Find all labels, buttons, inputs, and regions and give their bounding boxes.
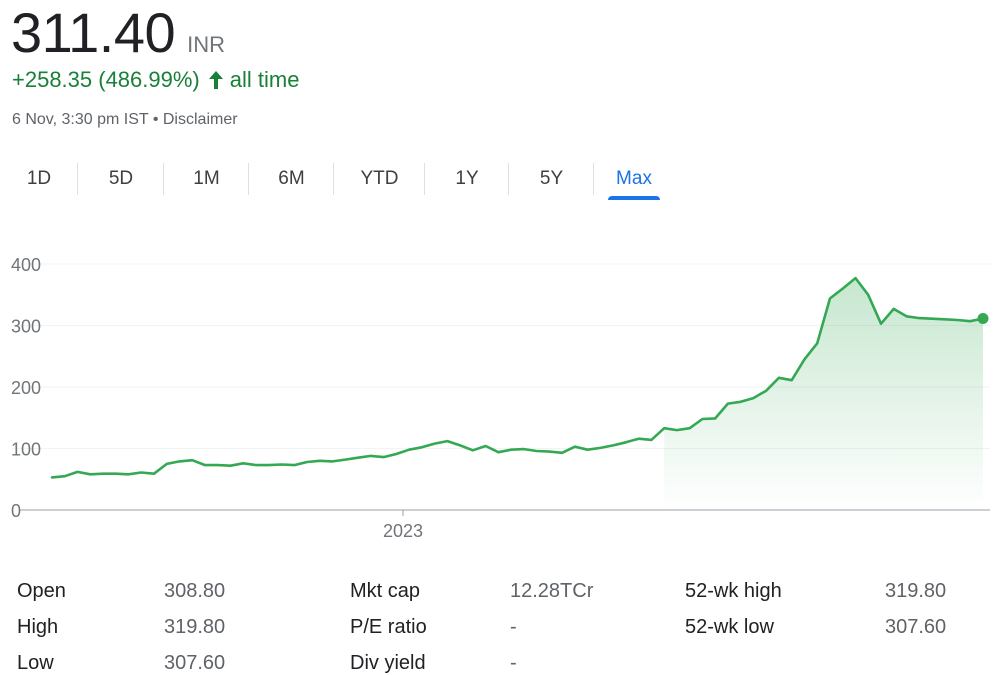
tab-1y[interactable]: 1Y [425, 155, 509, 203]
series-line [50, 276, 985, 479]
currency-code: INR [187, 32, 226, 57]
timestamp: 6 Nov, 3:30 pm IST [12, 111, 149, 128]
stat-value-mkt-cap: 12.28TCr [510, 580, 594, 602]
tab-label: 5Y [539, 168, 564, 189]
tab-label: 6M [278, 168, 305, 189]
y-tick-label: 300 [11, 317, 41, 337]
stat-value-div-yield: - [510, 652, 517, 674]
arrow-up-icon [208, 70, 224, 90]
tab-1m[interactable]: 1M [164, 155, 249, 203]
price-chart[interactable]: 0 100 200 300 400 2023 [0, 240, 998, 550]
tab-label: 1Y [455, 168, 479, 189]
tab-max[interactable]: Max [594, 155, 674, 203]
tab-5d[interactable]: 5D [78, 155, 164, 203]
stat-value-52wk-high: 319.80 [885, 580, 947, 602]
y-tick-label: 100 [11, 440, 41, 460]
last-price-dot [977, 312, 989, 324]
separator-dot: • [152, 111, 159, 128]
stat-label-52wk-low: 52-wk low [685, 616, 774, 638]
stat-label-high: High [17, 616, 59, 638]
stat-label-open: Open [17, 580, 66, 602]
y-tick-label: 200 [11, 378, 41, 398]
price-change-row: +258.35 (486.99%) all time [12, 67, 299, 93]
stat-label-mkt-cap: Mkt cap [350, 580, 421, 602]
change-period: all time [229, 67, 300, 92]
timestamp-row: 6 Nov, 3:30 pm IST • Disclaimer [12, 111, 238, 129]
disclaimer-link[interactable]: Disclaimer [162, 111, 238, 128]
stat-value-low: 307.60 [164, 652, 226, 674]
tab-label: 1D [26, 168, 52, 189]
x-tick-label: 2023 [383, 521, 423, 541]
tab-6m[interactable]: 6M [249, 155, 334, 203]
stat-label-52wk-high: 52-wk high [685, 580, 782, 602]
current-price: 311.40 [11, 1, 176, 64]
tab-label: YTD [360, 168, 399, 189]
tab-label: 1M [193, 168, 220, 189]
stat-label-low: Low [17, 652, 54, 674]
stat-value-pe-ratio: - [510, 616, 517, 638]
price-header: 311.40 INR [11, 3, 225, 63]
tab-label: 5D [108, 168, 134, 189]
tab-1d[interactable]: 1D [0, 155, 78, 203]
stat-value-open: 308.80 [164, 580, 226, 602]
active-tab-indicator [608, 196, 660, 200]
key-stats: Open 308.80 High 319.80 Low 307.60 Mkt c… [0, 570, 998, 674]
series-area [664, 278, 983, 510]
range-tabs: 1D 5D 1M 6M YTD 1Y 5Y Max [0, 155, 680, 203]
stat-value-high: 319.80 [164, 616, 226, 638]
stat-value-52wk-low: 307.60 [885, 616, 947, 638]
stat-label-pe-ratio: P/E ratio [350, 616, 427, 638]
price-change: +258.35 (486.99%) [12, 67, 200, 92]
tab-label: Max [616, 168, 652, 189]
y-tick-label: 0 [11, 501, 21, 521]
tab-ytd[interactable]: YTD [334, 155, 425, 203]
y-tick-label: 400 [11, 255, 41, 275]
tab-5y[interactable]: 5Y [509, 155, 594, 203]
stat-label-div-yield: Div yield [350, 652, 426, 674]
